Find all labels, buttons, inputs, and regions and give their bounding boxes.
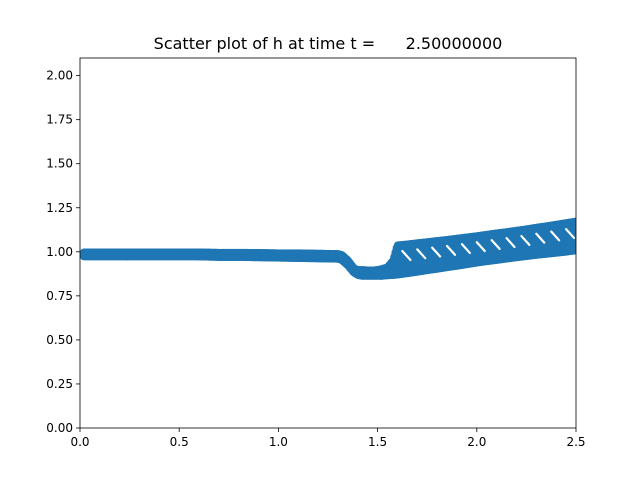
x-tick-label: 1.5 [368,435,387,449]
x-tick-label: 0.0 [70,435,89,449]
band-gap-streak [520,234,531,246]
band-gap-streak [431,246,442,258]
y-tick-label: 1.25 [46,201,73,215]
y-tick-label: 0.25 [46,377,73,391]
band-gap-streak [416,248,427,260]
x-tick-label: 2.5 [566,435,585,449]
band-gap-streak [550,230,561,242]
band-gap-streak [505,237,516,249]
y-tick-label: 0.00 [46,421,73,435]
y-axis: 0.00 0.25 0.50 0.75 1.00 1.25 1.50 1.75 2.00 [46,69,80,435]
y-tick-label: 0.50 [46,333,73,347]
axes-frame [79,57,577,429]
band-gap-streak [564,228,576,240]
band-gap-streak [460,243,471,255]
x-axis: 0.0 0.5 1.0 1.5 2.0 2.5 [70,428,586,449]
x-tick-label: 0.5 [170,435,189,449]
y-tick-label: 1.50 [46,157,73,171]
y-tick-label: 1.75 [46,113,73,127]
y-tick-label: 2.00 [46,69,73,83]
band-gap-streak [445,244,457,256]
y-tick-label: 0.75 [46,289,73,303]
x-tick-label: 2.0 [467,435,486,449]
x-tick-label: 1.0 [269,435,288,449]
y-tick-label: 1.00 [46,245,73,259]
plot-area [80,217,576,280]
band-gap-streak [490,239,501,251]
scatter-point [571,217,576,227]
band-gap-streak [475,241,486,253]
chart-title: Scatter plot of h at time t = 2.50000000 [154,34,503,53]
band-gap-streak [535,232,546,244]
band-gap-streak [401,250,412,262]
